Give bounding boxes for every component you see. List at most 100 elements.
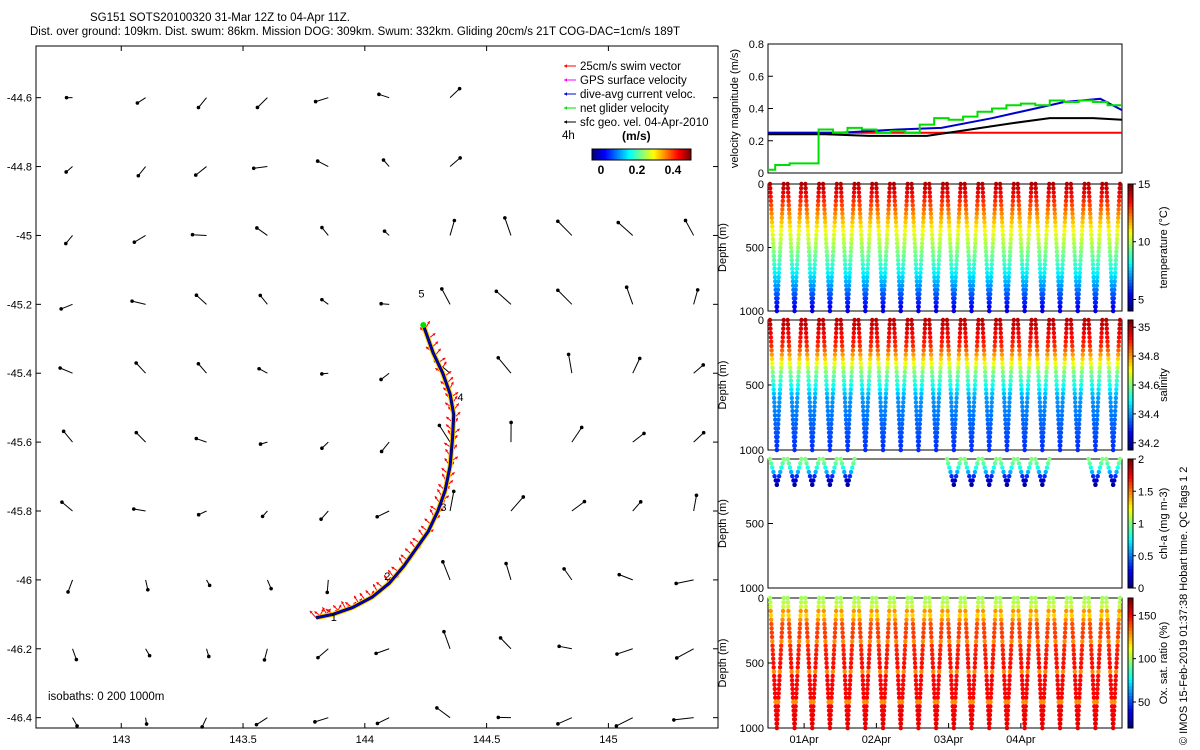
oxygen-sample <box>949 678 954 683</box>
salinity-sample <box>1004 447 1010 453</box>
salinity-sample <box>1019 395 1025 401</box>
temperature-sample <box>1086 190 1092 195</box>
temperature-sample <box>1094 287 1099 293</box>
temperature-sample <box>796 232 801 237</box>
salinity-sample <box>902 378 907 383</box>
oxygen-sample <box>895 660 900 666</box>
oxygen-sample <box>896 682 901 687</box>
sfc-vector <box>557 289 573 305</box>
oxygen-sample <box>775 712 780 718</box>
oxygen-sample <box>828 712 833 718</box>
oxygen-sample <box>788 643 793 648</box>
temperature-sample <box>806 249 812 254</box>
salinity-sample <box>1073 400 1078 405</box>
oxygen-sample <box>917 695 923 700</box>
temperature-sample <box>1035 215 1040 221</box>
temperature-sample <box>957 194 963 199</box>
oxygen-sample <box>841 643 846 648</box>
oxygen-sample <box>938 634 944 640</box>
salinity-sample <box>1040 447 1045 453</box>
temperature-sample <box>785 181 790 187</box>
salinity-sample <box>1024 400 1030 405</box>
salinity-sample <box>1117 330 1122 336</box>
temperature-sample <box>930 241 935 246</box>
temperature-sample <box>988 274 994 280</box>
salinity-sample <box>893 343 898 349</box>
oxygen-sample <box>947 643 952 648</box>
oxygen-sample <box>1035 634 1040 640</box>
oxygen-sample <box>901 665 907 670</box>
salinity-sample <box>830 395 835 401</box>
salinity-sample <box>1024 408 1029 414</box>
oxygen-sample <box>1090 673 1095 679</box>
oxygen-colorbar-cell <box>1128 715 1133 719</box>
swim-vector-head <box>443 361 447 365</box>
oxygen-sample <box>886 613 892 618</box>
colorbar-cell <box>629 149 633 160</box>
oxygen-sample <box>771 669 777 674</box>
oxygen-xtick-label: 04Apr <box>1006 734 1036 746</box>
temperature-sample <box>975 186 981 191</box>
temperature-sample <box>790 279 796 284</box>
salinity-sample <box>1099 335 1104 340</box>
salinity-sample <box>807 408 813 414</box>
oxygen-sample <box>799 595 804 601</box>
oxygen-sample <box>982 639 987 644</box>
oxygen-sample <box>865 678 871 683</box>
swim-vector-head <box>448 371 452 374</box>
salinity-sample <box>1005 430 1011 435</box>
salinity-sample <box>1096 378 1102 383</box>
temperature-sample <box>833 207 838 212</box>
temperature-sample <box>1078 258 1083 263</box>
oxygen-sample <box>1069 613 1075 618</box>
oxygen-colorbar-tick-label: 50 <box>1138 697 1150 709</box>
map-panel: 143 143.5 144 144.5 145-44.6-44.8-45-45.2-45… <box>7 45 719 746</box>
salinity-sample <box>929 365 935 370</box>
salinity-sample <box>1044 374 1049 379</box>
temperature-sample <box>929 219 934 225</box>
sfc-vector-head <box>562 567 566 571</box>
sfc-vector <box>376 510 390 518</box>
oxygen-sample <box>860 669 865 674</box>
oxygen-sample <box>773 695 778 700</box>
oxygen-sample <box>831 660 836 666</box>
oxygen-sample <box>1038 695 1043 700</box>
chla-sample <box>1117 456 1123 462</box>
salinity-sample <box>811 421 816 427</box>
chla-sample <box>1108 474 1114 479</box>
oxygen-sample <box>901 669 906 674</box>
temperature-sample <box>1046 190 1051 195</box>
swim-vector-head <box>365 590 369 594</box>
temperature-sample <box>882 270 888 276</box>
temperature-sample <box>1059 279 1064 284</box>
temperature-sample <box>1037 253 1042 259</box>
oxygen-sample <box>823 652 829 657</box>
oxygen-sample <box>772 691 778 696</box>
salinity-sample <box>827 443 833 448</box>
oxygen-sample <box>981 613 986 618</box>
temperature-sample <box>970 291 975 297</box>
temperature-sample <box>1090 258 1095 263</box>
oxygen-sample <box>1006 691 1011 696</box>
salinity-sample <box>850 356 855 362</box>
chla-colorbar-cell <box>1128 584 1133 589</box>
salinity-sample <box>816 317 822 323</box>
temperature-sample <box>999 215 1005 221</box>
oxygen-sample <box>1068 600 1074 605</box>
oxygen-sample <box>1086 600 1092 605</box>
chla-sample <box>811 478 816 483</box>
oxygen-sample <box>788 647 793 653</box>
temperature-sample <box>1108 270 1114 276</box>
salinity-sample <box>893 352 898 357</box>
oxygen-sample <box>794 686 799 692</box>
chla-sample <box>768 461 774 466</box>
temperature-sample <box>841 236 846 242</box>
chla-colorbar-cell <box>1128 475 1133 479</box>
swim-vector-head <box>455 456 458 460</box>
oxygen-sample <box>778 643 784 648</box>
oxygen-sample <box>878 673 883 679</box>
salinity-sample <box>768 335 774 340</box>
temperature-sample <box>816 194 821 199</box>
oxygen-sample <box>999 617 1004 622</box>
